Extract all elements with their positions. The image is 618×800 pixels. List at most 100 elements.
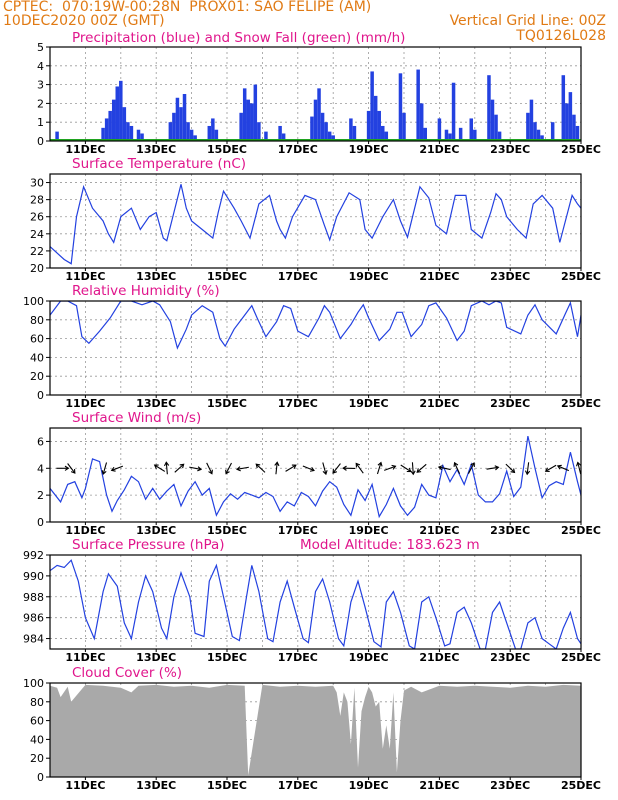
wind-panel: Surface Wind (m/s) 0 2 4 6 11DEC 13DEC 15DEC 17D… bbox=[37, 410, 601, 537]
precip-bar bbox=[575, 125, 580, 141]
precip-bar bbox=[324, 122, 328, 141]
wind-arrow-head bbox=[391, 464, 397, 470]
precip-bar bbox=[186, 122, 190, 141]
humidity-xtick-label: 15DEC bbox=[207, 397, 247, 410]
precip-panel: Precipitation (blue) and Snow Fall (gree… bbox=[37, 30, 601, 156]
wind-arrow-head bbox=[332, 468, 337, 474]
wind-arrow bbox=[302, 465, 315, 472]
precip-bar bbox=[281, 133, 286, 141]
temp-xtick-label: 17DEC bbox=[278, 270, 318, 283]
wind-ytick-label: 2 bbox=[37, 489, 44, 502]
precip-bar bbox=[313, 99, 318, 141]
precip-bar bbox=[487, 75, 491, 141]
wind-arrow-head bbox=[163, 461, 170, 467]
pressure-ytick-label: 988 bbox=[23, 591, 44, 604]
precip-bar bbox=[416, 69, 420, 141]
humidity-frame bbox=[49, 300, 582, 396]
precip-bar bbox=[331, 135, 335, 141]
wind-arrow bbox=[454, 462, 461, 474]
wind-arrow bbox=[577, 462, 582, 475]
precip-bar bbox=[494, 114, 498, 141]
cloud-xtick-label: 19DEC bbox=[349, 779, 389, 792]
precip-bar bbox=[108, 110, 112, 141]
precip-ytick-label: 4 bbox=[37, 60, 44, 73]
precip-xtick-label: 21DEC bbox=[419, 143, 459, 156]
precip-bar bbox=[349, 118, 353, 141]
wind-arrow-head bbox=[110, 466, 116, 472]
pressure-frame bbox=[49, 554, 582, 650]
humidity-title: Relative Humidity (%) bbox=[72, 283, 220, 299]
cloud-xtick-label: 25DEC bbox=[561, 779, 601, 792]
humidity-ytick-label: 20 bbox=[30, 370, 44, 383]
precip-ytick-label: 0 bbox=[37, 135, 44, 148]
precip-bar bbox=[101, 127, 105, 141]
wind-arrow-head bbox=[179, 463, 185, 469]
precip-bar bbox=[373, 95, 378, 141]
precip-bar bbox=[370, 71, 374, 141]
humidity-xtick-label: 23DEC bbox=[490, 397, 530, 410]
humidity-xtick-label: 25DEC bbox=[561, 397, 601, 410]
humidity-xtick-label: 21DEC bbox=[419, 397, 459, 410]
wind-arrow bbox=[486, 466, 499, 470]
precip-bar bbox=[540, 135, 544, 141]
pressure-ytick-label: 990 bbox=[23, 570, 44, 583]
cloud-frame bbox=[49, 682, 582, 778]
precip-bar bbox=[257, 122, 261, 141]
precip-bar bbox=[182, 94, 187, 141]
wind-arrow bbox=[557, 465, 570, 472]
humidity-xtick-label: 11DEC bbox=[65, 397, 105, 410]
wind-arrow-head bbox=[410, 470, 416, 476]
precip-bar bbox=[536, 129, 541, 141]
cloud-xtick-label: 13DEC bbox=[136, 779, 176, 792]
wind-arrow-head bbox=[355, 462, 361, 468]
temp-ytick-label: 28 bbox=[30, 194, 44, 207]
wind-arrow bbox=[545, 464, 557, 472]
precip-bar bbox=[419, 103, 424, 141]
header-location: CPTEC: 070:19W-00:28N PROX01: SAO FELIPE… bbox=[3, 0, 372, 15]
pressure-xtick-label: 15DEC bbox=[207, 651, 247, 664]
wind-series-line bbox=[50, 435, 581, 519]
precip-bar bbox=[327, 131, 332, 141]
pressure-series-line bbox=[50, 559, 581, 649]
precip-ytick-label: 3 bbox=[37, 79, 44, 92]
precip-bar bbox=[264, 131, 268, 141]
precip-bar bbox=[451, 82, 456, 141]
wind-arrow bbox=[189, 466, 202, 470]
humidity-xtick-label: 13DEC bbox=[136, 397, 176, 410]
precip-frame bbox=[49, 46, 582, 142]
precip-bar bbox=[310, 116, 314, 141]
wind-xtick-label: 19DEC bbox=[349, 524, 389, 537]
temp-title: Surface Temperature (nC) bbox=[72, 156, 246, 172]
wind-arrow-head bbox=[291, 464, 297, 470]
precip-bar bbox=[211, 118, 215, 141]
wind-arrow-head bbox=[70, 469, 76, 474]
temp-xtick-label: 25DEC bbox=[561, 270, 601, 283]
humidity-xtick-label: 17DEC bbox=[278, 397, 318, 410]
wind-arrow bbox=[526, 462, 530, 475]
precip-bar bbox=[352, 125, 357, 141]
precip-bar bbox=[317, 88, 321, 141]
cloud-xtick-label: 11DEC bbox=[65, 779, 105, 792]
humidity-ytick-label: 40 bbox=[30, 351, 44, 364]
cloud-xtick-label: 15DEC bbox=[207, 779, 247, 792]
wind-arrow bbox=[384, 465, 396, 471]
humidity-series-line bbox=[50, 301, 581, 350]
wind-arrow-head bbox=[556, 464, 562, 470]
wind-ytick-label: 0 bbox=[37, 516, 44, 529]
cloud-ytick-label: 40 bbox=[30, 733, 44, 746]
wind-arrow bbox=[400, 464, 412, 473]
cloud-xtick-label: 17DEC bbox=[278, 779, 318, 792]
precip-bar bbox=[207, 125, 212, 141]
precip-bar bbox=[253, 84, 258, 141]
wind-arrow-head bbox=[236, 466, 241, 472]
wind-xtick-label: 11DEC bbox=[65, 524, 105, 537]
pressure-xtick-label: 11DEC bbox=[65, 651, 105, 664]
wind-frame bbox=[49, 427, 582, 523]
cloud-cover-area bbox=[50, 684, 581, 777]
cloud-title: Cloud Cover (%) bbox=[72, 665, 182, 681]
wind-arrow-head bbox=[377, 461, 383, 467]
temp-ytick-label: 22 bbox=[30, 245, 44, 258]
temp-xtick-label: 13DEC bbox=[136, 270, 176, 283]
wind-arrow bbox=[174, 463, 185, 473]
precip-xtick-label: 25DEC bbox=[561, 143, 601, 156]
